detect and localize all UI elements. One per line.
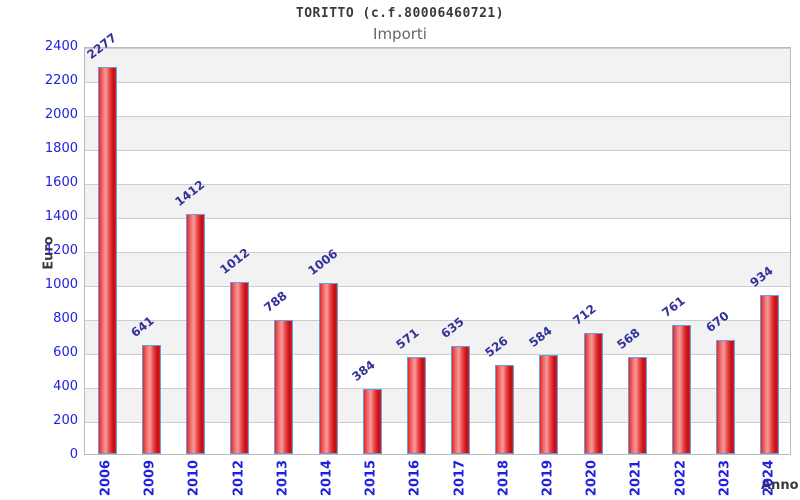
x-tick-label: 2023 xyxy=(717,459,733,497)
x-tick-label: 2013 xyxy=(275,459,291,497)
bar-2018 xyxy=(495,364,515,454)
bar-2024 xyxy=(760,295,780,454)
bar-2013 xyxy=(274,320,294,454)
y-tick-label: 400 xyxy=(53,379,78,394)
bar-value-label: 788 xyxy=(261,288,290,316)
chart-title: TORITTO (c.f.80006460721) xyxy=(295,6,505,21)
bar-2010 xyxy=(185,213,205,454)
bar-2022 xyxy=(672,324,692,454)
y-tick-label: 1400 xyxy=(44,209,78,224)
bar-2012 xyxy=(230,281,250,454)
bar-value-label: 526 xyxy=(482,333,511,360)
y-tick-label: 2400 xyxy=(44,39,78,54)
y-tick-label: 1000 xyxy=(44,277,78,292)
bar-2016 xyxy=(406,356,426,454)
bar-value-label: 1412 xyxy=(172,177,208,209)
y-tick-label: 600 xyxy=(53,345,78,360)
x-tick-label: 2016 xyxy=(407,459,423,497)
x-tick-label: 2015 xyxy=(363,459,379,497)
x-tick-label: 2021 xyxy=(628,459,644,497)
bar-value-label: 584 xyxy=(526,323,555,350)
x-tick-label: 2010 xyxy=(186,459,202,497)
x-tick-label: 2020 xyxy=(584,459,600,497)
bar-2006 xyxy=(97,66,117,454)
bar-2020 xyxy=(583,332,603,454)
y-tick-label: 1800 xyxy=(44,141,78,156)
y-tick-label: 1200 xyxy=(44,243,78,258)
bar-2019 xyxy=(539,354,559,454)
bar-value-label: 761 xyxy=(658,293,688,320)
x-tick-label: 2024 xyxy=(761,459,777,497)
bar-2014 xyxy=(318,282,338,454)
x-tick-label: 2006 xyxy=(98,459,114,497)
bar-value-label: 571 xyxy=(393,325,423,352)
bar-value-label: 641 xyxy=(128,313,158,341)
y-tick-label: 1600 xyxy=(44,175,78,190)
x-tick-label: 2012 xyxy=(231,459,247,497)
bar-2015 xyxy=(362,388,382,454)
bar-value-label: 934 xyxy=(747,263,776,291)
bar-2017 xyxy=(451,346,471,454)
x-tick-label: 2009 xyxy=(142,459,158,497)
bar-2009 xyxy=(141,345,161,454)
x-tick-label: 2017 xyxy=(452,459,468,497)
x-tick-label: 2022 xyxy=(673,459,689,497)
chart-subtitle: Importi xyxy=(373,25,427,43)
y-tick-label: 200 xyxy=(53,413,78,428)
y-tick-label: 2000 xyxy=(44,107,78,122)
bar-value-label: 384 xyxy=(349,357,378,384)
bar-value-label: 1012 xyxy=(217,245,252,277)
x-tick-label: 2018 xyxy=(496,459,512,497)
y-tick-label: 2200 xyxy=(44,73,78,88)
x-axis-title: Anno xyxy=(761,478,799,493)
plot-area: 2277 641 1412 1012 788 1006 384 571 635 526 584 712… xyxy=(84,30,791,455)
y-tick-label: 800 xyxy=(53,311,78,326)
x-tick-label: 2019 xyxy=(540,459,556,497)
bar-value-label: 568 xyxy=(614,325,644,353)
bar-value-label: 712 xyxy=(570,301,599,328)
y-tick-label: 0 xyxy=(69,447,78,462)
bar-value-label: 670 xyxy=(703,308,732,336)
x-tick-label: 2014 xyxy=(319,459,335,497)
bar-value-label: 1006 xyxy=(305,246,341,278)
bar-2021 xyxy=(627,357,647,454)
bar-2023 xyxy=(716,340,736,454)
bar-value-label: 635 xyxy=(437,314,467,342)
